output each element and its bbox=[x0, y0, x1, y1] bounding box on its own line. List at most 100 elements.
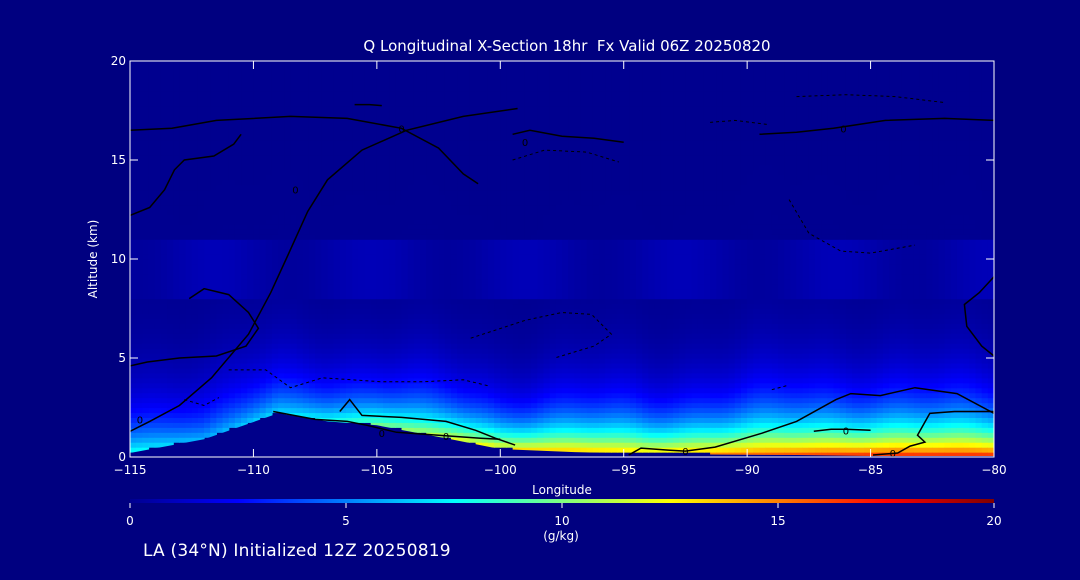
field-cell bbox=[321, 333, 329, 339]
field-cell bbox=[376, 70, 384, 77]
field-cell bbox=[160, 75, 168, 82]
field-cell bbox=[346, 308, 353, 315]
field-cell bbox=[481, 70, 489, 77]
field-cell bbox=[185, 160, 193, 166]
field-cell bbox=[130, 140, 137, 146]
field-cell bbox=[333, 199, 341, 206]
field-cell bbox=[167, 224, 174, 230]
field-cell bbox=[216, 135, 224, 141]
field-cell bbox=[302, 308, 310, 315]
field-cell bbox=[278, 169, 285, 176]
field-cell bbox=[308, 105, 316, 112]
field-cell bbox=[339, 219, 347, 225]
field-cell bbox=[154, 135, 162, 141]
field-cell bbox=[210, 61, 217, 67]
field-cell bbox=[463, 303, 471, 310]
field-cell bbox=[130, 422, 137, 428]
field-cell bbox=[167, 61, 174, 67]
field-cell bbox=[463, 244, 471, 250]
field-cell bbox=[389, 333, 396, 339]
field-cell bbox=[197, 229, 205, 235]
field-cell bbox=[383, 249, 390, 255]
field-cell bbox=[333, 95, 341, 102]
field-cell bbox=[222, 293, 230, 300]
field-cell bbox=[432, 348, 440, 354]
field-cell bbox=[481, 229, 489, 235]
field-cell bbox=[321, 288, 329, 295]
field-cell bbox=[265, 120, 273, 126]
field-cell bbox=[179, 219, 187, 225]
field-cell bbox=[296, 209, 304, 216]
field-cell bbox=[130, 204, 137, 211]
field-cell bbox=[346, 358, 353, 364]
field-cell bbox=[167, 204, 174, 211]
field-cell bbox=[259, 392, 267, 399]
field-cell bbox=[253, 214, 261, 220]
field-cell bbox=[265, 407, 273, 414]
field-cell bbox=[469, 189, 477, 196]
field-cell bbox=[154, 338, 162, 344]
field-cell bbox=[259, 155, 267, 161]
field-cell bbox=[438, 278, 446, 285]
field-cell bbox=[481, 164, 489, 171]
field-cell bbox=[438, 229, 446, 235]
field-cell bbox=[407, 278, 415, 285]
field-cell bbox=[327, 100, 335, 107]
field-cell bbox=[432, 328, 440, 334]
field-cell bbox=[457, 125, 464, 131]
field-cell bbox=[469, 179, 477, 186]
field-cell bbox=[130, 313, 137, 319]
field-cell bbox=[228, 318, 236, 324]
field-cell bbox=[167, 387, 174, 394]
field-cell bbox=[420, 427, 427, 433]
field-cell bbox=[413, 150, 421, 156]
field-cell bbox=[167, 328, 174, 334]
field-cell bbox=[444, 160, 452, 166]
field-cell bbox=[302, 392, 310, 399]
field-cell bbox=[210, 308, 217, 315]
field-cell bbox=[290, 278, 298, 285]
field-cell bbox=[358, 140, 366, 146]
field-cell bbox=[333, 234, 341, 240]
field-cell bbox=[420, 90, 427, 97]
field-cell bbox=[370, 105, 378, 112]
field-cell bbox=[531, 169, 538, 176]
field-cell bbox=[185, 308, 193, 315]
field-cell bbox=[222, 120, 230, 126]
field-cell bbox=[395, 229, 403, 235]
field-cell bbox=[531, 80, 538, 87]
field-cell bbox=[463, 194, 471, 201]
field-cell bbox=[173, 308, 180, 315]
field-cell bbox=[518, 90, 526, 97]
field-cell bbox=[506, 407, 514, 414]
field-cell bbox=[321, 80, 329, 87]
field-cell bbox=[296, 80, 304, 87]
field-cell bbox=[524, 367, 532, 374]
field-cell bbox=[321, 214, 329, 220]
field-cell bbox=[228, 184, 236, 191]
field-cell bbox=[358, 160, 366, 166]
field-cell bbox=[284, 140, 292, 146]
field-cell bbox=[475, 125, 483, 131]
field-cell bbox=[358, 120, 366, 126]
field-cell bbox=[420, 184, 427, 191]
field-cell bbox=[457, 298, 464, 305]
field-cell bbox=[444, 61, 452, 67]
field-cell bbox=[426, 160, 433, 166]
field-cell bbox=[315, 244, 322, 250]
field-cell bbox=[222, 268, 230, 275]
field-cell bbox=[333, 184, 341, 191]
field-cell bbox=[352, 160, 359, 166]
field-cell bbox=[494, 333, 501, 339]
field-cell bbox=[352, 179, 359, 186]
field-cell bbox=[278, 125, 285, 131]
field-cell bbox=[395, 362, 403, 369]
field-cell bbox=[142, 422, 150, 428]
field-cell bbox=[487, 125, 495, 131]
field-cell bbox=[259, 259, 267, 265]
field-cell bbox=[512, 333, 520, 339]
field-cell bbox=[302, 115, 310, 121]
field-cell bbox=[457, 362, 464, 369]
field-cell bbox=[487, 199, 495, 206]
field-cell bbox=[463, 135, 471, 141]
